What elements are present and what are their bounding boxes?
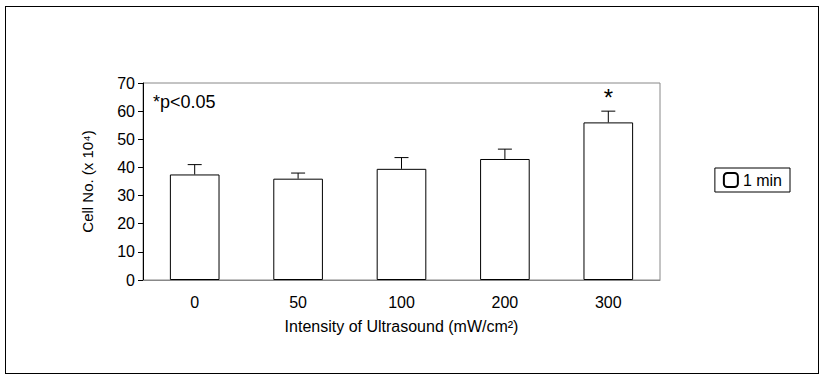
svg-text:70: 70 [117, 75, 135, 92]
svg-text:30: 30 [117, 187, 135, 204]
svg-text:50: 50 [117, 131, 135, 148]
svg-text:1 min: 1 min [743, 172, 782, 189]
svg-text:100: 100 [388, 294, 415, 311]
svg-text:60: 60 [117, 103, 135, 120]
svg-text:20: 20 [117, 215, 135, 232]
svg-text:0: 0 [190, 294, 199, 311]
svg-text:300: 300 [595, 294, 622, 311]
svg-text:0: 0 [126, 272, 135, 289]
svg-text:50: 50 [289, 294, 307, 311]
svg-text:Cell No. (x 10⁴): Cell No. (x 10⁴) [79, 130, 96, 232]
svg-text:200: 200 [492, 294, 519, 311]
svg-text:*p<0.05: *p<0.05 [153, 92, 216, 112]
svg-text:40: 40 [117, 159, 135, 176]
svg-text:*: * [604, 84, 613, 111]
svg-text:Intensity of Ultrasound (mW/cm: Intensity of Ultrasound (mW/cm²) [285, 318, 519, 335]
svg-text:10: 10 [117, 243, 135, 260]
